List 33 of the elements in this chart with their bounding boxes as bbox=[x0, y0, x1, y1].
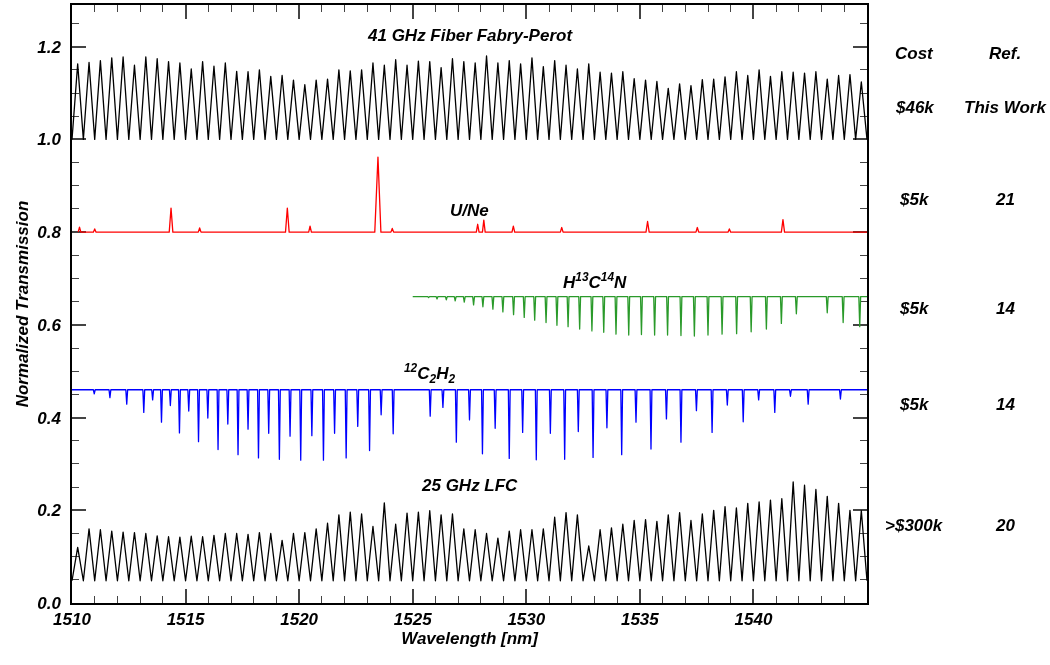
text: Ref. bbox=[989, 44, 1022, 63]
text: $5k bbox=[899, 190, 930, 209]
x-tick-label: 1530 bbox=[507, 610, 546, 630]
text: This Work bbox=[964, 98, 1048, 117]
y-tick-label: 1.0 bbox=[37, 130, 62, 150]
x-tick-label: 1510 bbox=[53, 610, 92, 630]
text: Cost bbox=[895, 44, 935, 63]
text: $5k bbox=[899, 395, 930, 414]
y-tick-label: 0.4 bbox=[37, 408, 62, 428]
text: 14 bbox=[996, 299, 1016, 318]
text: 20 bbox=[995, 516, 1016, 535]
series-label: U/Ne bbox=[450, 201, 489, 220]
y-tick-label: 0.6 bbox=[37, 315, 62, 335]
series-label: 41 GHz Fiber Fabry-Perot bbox=[367, 26, 574, 45]
series-label: 25 GHz LFC bbox=[421, 476, 519, 495]
text: $46k bbox=[895, 98, 936, 117]
text: 21 bbox=[995, 190, 1015, 209]
y-tick-label: 0.0 bbox=[37, 593, 62, 613]
x-tick-label: 1520 bbox=[280, 610, 319, 630]
y-tick-label: 0.8 bbox=[37, 223, 62, 243]
series-label: H$^{13}$C$^{14}$N bbox=[563, 270, 628, 293]
y-tick-label: 0.2 bbox=[37, 501, 62, 521]
x-tick-label: 1515 bbox=[166, 610, 206, 630]
x-tick-label: 1535 bbox=[620, 610, 660, 630]
y-tick-label: 1.2 bbox=[37, 37, 62, 57]
series-label: $^{12}$C$_{2}$H$_{2}$ bbox=[404, 361, 456, 386]
x-axis-title: Wavelength [nm] bbox=[401, 629, 540, 649]
text: 14 bbox=[996, 395, 1016, 414]
y-axis-title: Normalized Transmission bbox=[13, 200, 33, 408]
x-tick-label: 1540 bbox=[734, 610, 773, 630]
text: >$300k bbox=[885, 516, 944, 535]
x-tick-label: 1525 bbox=[393, 610, 433, 630]
text: $5k bbox=[899, 299, 930, 318]
